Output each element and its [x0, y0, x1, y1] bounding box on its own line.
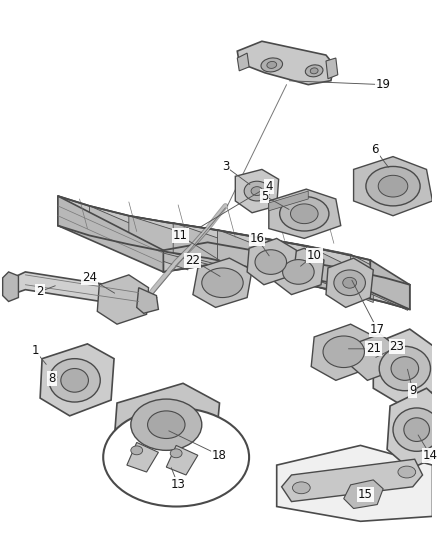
Polygon shape: [306, 245, 373, 303]
Text: 23: 23: [389, 341, 404, 353]
Polygon shape: [237, 53, 249, 71]
Polygon shape: [58, 196, 163, 272]
Text: 11: 11: [173, 229, 187, 242]
Text: 9: 9: [409, 384, 417, 397]
Text: 3: 3: [222, 160, 229, 173]
Polygon shape: [127, 442, 159, 472]
Text: 4: 4: [265, 180, 272, 192]
Text: 15: 15: [358, 488, 373, 501]
Text: 16: 16: [250, 232, 265, 245]
Polygon shape: [352, 334, 397, 381]
Polygon shape: [371, 260, 410, 309]
Ellipse shape: [378, 175, 408, 197]
Text: 14: 14: [423, 449, 438, 462]
Polygon shape: [351, 254, 408, 310]
Polygon shape: [237, 41, 334, 85]
Text: 18: 18: [212, 449, 227, 462]
Polygon shape: [387, 388, 438, 469]
Polygon shape: [269, 189, 341, 238]
Polygon shape: [218, 230, 294, 284]
Text: 17: 17: [370, 322, 385, 336]
Polygon shape: [89, 206, 188, 270]
Ellipse shape: [61, 368, 88, 392]
Ellipse shape: [366, 166, 420, 206]
Polygon shape: [40, 344, 114, 416]
Polygon shape: [262, 237, 334, 293]
Polygon shape: [9, 272, 156, 309]
Ellipse shape: [334, 270, 365, 296]
Polygon shape: [326, 258, 373, 308]
Polygon shape: [353, 157, 432, 216]
Ellipse shape: [290, 204, 318, 224]
Ellipse shape: [379, 346, 431, 391]
Ellipse shape: [343, 277, 357, 288]
Ellipse shape: [49, 359, 100, 402]
Polygon shape: [193, 258, 252, 308]
Polygon shape: [373, 329, 436, 406]
Ellipse shape: [103, 408, 249, 506]
Text: 8: 8: [48, 372, 56, 385]
Text: 2: 2: [36, 285, 44, 298]
Polygon shape: [282, 459, 423, 502]
Ellipse shape: [310, 68, 318, 74]
Polygon shape: [235, 169, 279, 213]
Ellipse shape: [393, 408, 438, 451]
Text: 10: 10: [307, 249, 321, 262]
Ellipse shape: [293, 482, 310, 494]
Text: 5: 5: [261, 190, 268, 203]
Ellipse shape: [148, 411, 185, 439]
Ellipse shape: [202, 268, 243, 297]
Ellipse shape: [255, 250, 286, 274]
Polygon shape: [173, 223, 259, 275]
Text: 24: 24: [82, 271, 97, 284]
Polygon shape: [326, 58, 338, 79]
Polygon shape: [247, 238, 297, 285]
Ellipse shape: [398, 466, 416, 478]
Ellipse shape: [251, 187, 263, 196]
Text: 21: 21: [366, 342, 381, 356]
Polygon shape: [275, 248, 324, 295]
Polygon shape: [129, 216, 223, 268]
Ellipse shape: [244, 181, 270, 201]
Polygon shape: [344, 480, 383, 508]
Polygon shape: [269, 191, 308, 211]
Text: 22: 22: [185, 254, 201, 266]
Polygon shape: [166, 446, 198, 475]
Polygon shape: [58, 196, 371, 292]
Ellipse shape: [170, 449, 182, 458]
Ellipse shape: [283, 260, 314, 284]
Polygon shape: [163, 243, 410, 309]
Text: 6: 6: [371, 143, 379, 156]
Ellipse shape: [131, 446, 143, 455]
Ellipse shape: [404, 418, 430, 441]
Polygon shape: [277, 446, 432, 521]
Polygon shape: [137, 288, 159, 313]
Polygon shape: [3, 272, 18, 302]
Text: 13: 13: [171, 478, 186, 491]
Ellipse shape: [261, 58, 283, 72]
Text: 19: 19: [376, 78, 391, 91]
Polygon shape: [114, 383, 219, 465]
Ellipse shape: [131, 399, 202, 450]
Polygon shape: [311, 324, 375, 381]
Ellipse shape: [305, 65, 323, 77]
Ellipse shape: [279, 197, 329, 231]
Polygon shape: [97, 275, 148, 324]
Ellipse shape: [323, 336, 364, 368]
Ellipse shape: [267, 61, 277, 68]
Ellipse shape: [391, 357, 419, 381]
Polygon shape: [89, 206, 408, 285]
Text: 1: 1: [32, 344, 39, 357]
